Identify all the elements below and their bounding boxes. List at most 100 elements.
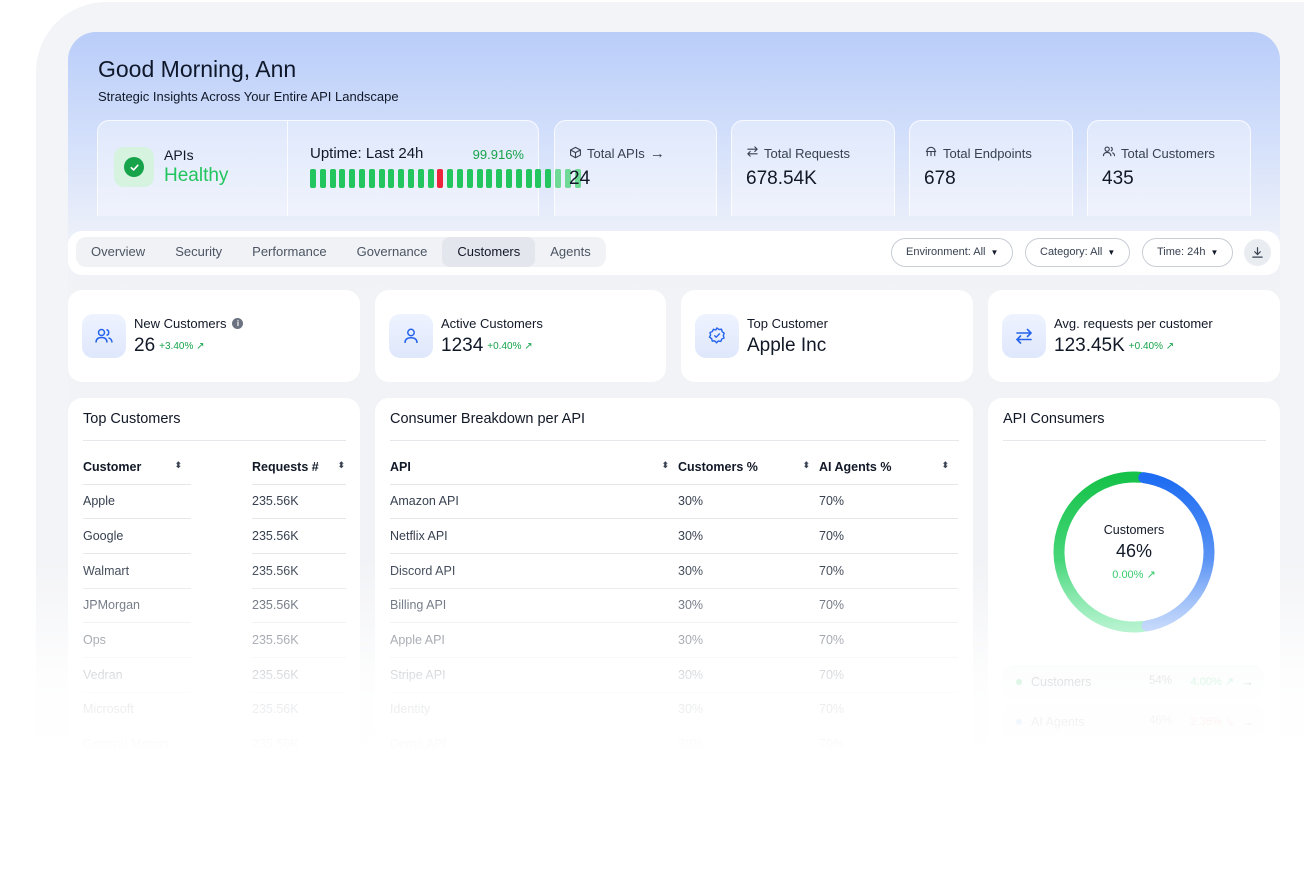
api-health-card: APIs Healthy Uptime: Last 24h 99.916% <box>97 120 581 216</box>
info-icon[interactable]: i <box>232 318 244 329</box>
uptime-bar-up[interactable] <box>427 169 434 188</box>
table-row[interactable]: JPMorgan 235.56K <box>83 588 346 624</box>
uptime-bar-up[interactable] <box>417 169 424 188</box>
table-row[interactable]: Billing API 30% 70% <box>390 588 958 624</box>
environment-filter[interactable]: Environment: All ▼ <box>891 238 1014 267</box>
download-icon[interactable] <box>1244 239 1271 266</box>
uptime-bar-up[interactable] <box>564 169 571 188</box>
agents-pct: 70% <box>819 657 958 693</box>
table-row[interactable]: Stripe API 30% 70% <box>390 657 958 693</box>
sort-icon[interactable]: ⬍ <box>661 459 668 470</box>
table-row[interactable]: Ops 235.56K <box>83 622 346 658</box>
column-header-api[interactable]: API ⬍ <box>390 450 678 485</box>
uptime-bar-up[interactable] <box>447 169 454 188</box>
table-row[interactable]: Microsoft 235.56K <box>83 692 346 728</box>
apis-label: APIs <box>164 147 194 163</box>
uptime-bar-up[interactable] <box>554 169 561 188</box>
uptime-bar-up[interactable] <box>398 169 405 188</box>
agents-pct: 70% <box>819 484 958 520</box>
tab-governance[interactable]: Governance <box>356 244 428 259</box>
customers-pct: 30% <box>678 692 819 728</box>
table-row[interactable]: Netflix API 30% 70% <box>390 518 958 554</box>
uptime-bar-up[interactable] <box>378 169 385 188</box>
column-header-requests[interactable]: Requests # ⬍ <box>252 450 346 485</box>
arrow-right-icon[interactable]: → <box>1241 714 1254 729</box>
kpi-label: New Customers <box>134 316 227 331</box>
arrow-right-icon[interactable]: → <box>1241 674 1254 689</box>
uptime-bar-up[interactable] <box>496 169 503 188</box>
uptime-bar-up[interactable] <box>358 169 365 188</box>
donut-center-delta: 0.00% ↗ <box>1112 569 1156 581</box>
sort-icon[interactable]: ⬍ <box>802 459 809 470</box>
consumer-breakdown-panel: Consumer Breakdown per API API ⬍ Customer… <box>375 398 973 762</box>
tab-security[interactable]: Security <box>175 244 223 259</box>
customer-name: Microsoft <box>83 692 191 728</box>
tab-agents[interactable]: Agents <box>550 244 591 259</box>
uptime-bar-up[interactable] <box>329 169 336 188</box>
column-header-customer[interactable]: Customer ⬍ <box>83 450 191 485</box>
table-row[interactable]: General Motors 235.56K <box>83 726 346 762</box>
time-filter[interactable]: Time: 24h ▼ <box>1142 238 1234 267</box>
table-row[interactable]: Discord API 30% 70% <box>390 553 958 589</box>
category-filter[interactable]: Category: All ▼ <box>1025 238 1131 267</box>
uptime-bar-up[interactable] <box>545 169 552 188</box>
agents-pct: 70% <box>819 588 958 624</box>
uptime-bar-up[interactable] <box>388 169 395 188</box>
table-row[interactable]: Google 235.56K <box>83 518 346 554</box>
table-row[interactable]: Walmart 235.56K <box>83 553 346 589</box>
uptime-bar-up[interactable] <box>339 169 346 188</box>
uptime-bar-up[interactable] <box>349 169 356 188</box>
uptime-label: Uptime: Last 24h <box>310 145 424 162</box>
tab-customers[interactable]: Customers <box>442 237 536 267</box>
tab-overview[interactable]: Overview <box>91 244 146 259</box>
api-consumers-panel: API Consumers Customers 46% 0.00% ↗ Cust… <box>988 398 1280 762</box>
uptime-bar-up[interactable] <box>574 169 581 188</box>
uptime-bar-up[interactable] <box>486 169 493 188</box>
table-row[interactable]: Demo API 30% 70% <box>390 726 958 762</box>
uptime-bar-up[interactable] <box>535 169 542 188</box>
table-row[interactable]: Amazon API 30% 70% <box>390 484 958 520</box>
uptime-bar-up[interactable] <box>310 169 316 188</box>
total-endpoints-card: Total Endpoints 678 <box>909 120 1073 216</box>
customer-name: Ops <box>83 622 191 658</box>
column-header-agents-pct[interactable]: AI Agents % ⬍ <box>819 450 958 485</box>
uptime-bar-up[interactable] <box>466 169 473 188</box>
uptime-bar-up[interactable] <box>368 169 375 188</box>
uptime-bar-up[interactable] <box>505 169 512 188</box>
uptime-bar-up[interactable] <box>456 169 463 188</box>
legend-row-ai-agents[interactable]: AI Agents 46% 2.36% ↘ → <box>1002 705 1264 739</box>
divider <box>390 440 959 441</box>
agents-pct: 70% <box>819 692 958 728</box>
divider <box>83 440 346 441</box>
tab-bar: Overview Security Performance Governance Cus… <box>68 231 1280 275</box>
uptime-bar-down[interactable] <box>437 169 444 188</box>
stat-label: Total Endpoints <box>943 145 1032 161</box>
total-requests-card: Total Requests 678.54K <box>731 120 895 216</box>
column-header-customers-pct[interactable]: Customers % ⬍ <box>678 450 819 485</box>
customer-requests: 235.56K <box>252 657 346 693</box>
uptime-bar-up[interactable] <box>407 169 414 188</box>
api-name: Stripe API <box>390 657 678 693</box>
agents-pct: 70% <box>819 518 958 554</box>
uptime-bar-up[interactable] <box>319 169 326 188</box>
uptime-bar-up[interactable] <box>476 169 483 188</box>
table-row[interactable]: Apple 235.56K <box>83 484 346 520</box>
uptime-bar-up[interactable] <box>525 169 532 188</box>
divider <box>287 121 288 216</box>
sort-icon[interactable]: ⬍ <box>337 459 344 470</box>
tab-performance[interactable]: Performance <box>252 244 327 259</box>
customer-requests: 235.56K <box>252 484 346 520</box>
legend-name: Customers <box>1031 675 1092 689</box>
users-icon <box>1102 145 1116 161</box>
uptime-bars <box>310 169 581 188</box>
agents-pct: 70% <box>819 622 958 658</box>
table-row[interactable]: Vedran 235.56K <box>83 657 346 693</box>
legend-row-customers[interactable]: Customers 54% 4.00% ↗ → <box>1002 665 1264 699</box>
sort-icon[interactable]: ⬍ <box>941 459 948 470</box>
users-icon <box>82 314 126 358</box>
table-row[interactable]: Apple API 30% 70% <box>390 622 958 658</box>
sort-icon[interactable]: ⬍ <box>174 459 181 470</box>
uptime-bar-up[interactable] <box>515 169 522 188</box>
table-row[interactable]: Identity 30% 70% <box>390 692 958 728</box>
total-apis-card[interactable]: Total APIs → 24 <box>554 120 717 216</box>
